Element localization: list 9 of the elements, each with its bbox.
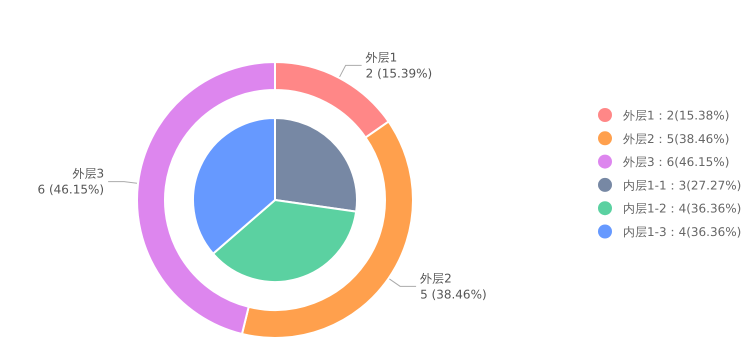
text: 外层2 5 (38.46%) [420, 271, 487, 302]
legend-label: 外层3：6(46.15%) [623, 155, 730, 170]
text: 外层1 2 (15.39%) [366, 50, 432, 80]
text: 外层3 6 (46.15%) [38, 166, 104, 197]
legend-label: 外层1：2(15.38%) [623, 108, 730, 122]
legend-label: 外层2：5(38.46%) [623, 132, 730, 146]
legend-label: 内层1-2：4(36.36%) [623, 202, 742, 216]
legend-label: 内层1-3：4(36.36%) [623, 225, 742, 239]
legend-label: 内层1-1：3(27.27%) [623, 178, 742, 192]
